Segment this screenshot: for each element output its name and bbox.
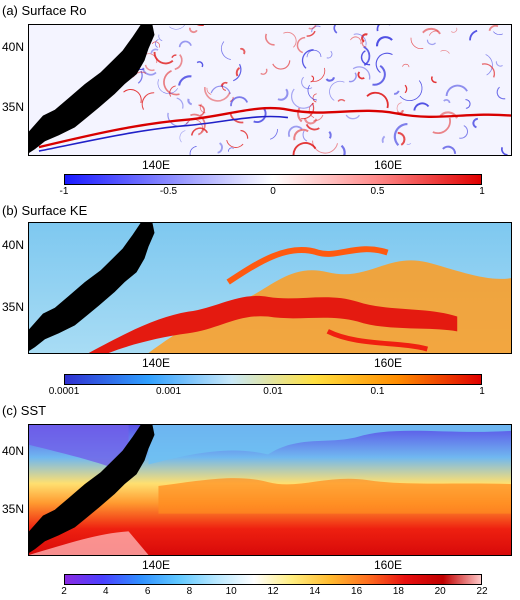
panel-c-colorbar-tick: 14 [309, 586, 321, 597]
panel-c-lat-40n: 40N [2, 444, 25, 458]
panel-a-colorbar-tick: 0 [270, 186, 276, 197]
panel-b-map [28, 222, 512, 354]
panel-b-lon-160e: 160E [374, 356, 403, 370]
panel-c-land [29, 425, 155, 554]
panel-a-map [28, 24, 512, 156]
panel-b-title: (b) Surface KE [2, 203, 88, 218]
panel-c-map [28, 424, 512, 556]
panel-c-lon-160e: 160E [374, 558, 403, 572]
panel-a-field [38, 25, 511, 155]
panel-a-colorbar-tick: 1 [479, 186, 485, 197]
panel-b-colorbar [64, 374, 482, 385]
panel-c-colorbar-tick: 10 [225, 586, 237, 597]
panel-a-lon-140e: 140E [142, 158, 171, 172]
panel-b-colorbar-tick: 1 [479, 386, 485, 397]
panel-c-colorbar-tick: 8 [186, 586, 193, 597]
panel-c-colorbar-tick: 22 [476, 586, 488, 597]
panel-a-colorbar-tick: -0.5 [159, 186, 178, 197]
panel-b-colorbar-tick: 0.001 [155, 386, 182, 397]
panel-b-lat-40n: 40N [2, 238, 25, 252]
panel-b-lon-140e: 140E [142, 356, 171, 370]
panel-b-land [29, 223, 155, 352]
panel-a-lat-40n: 40N [2, 40, 25, 54]
panel-a-land [29, 25, 155, 154]
panel-b-colorbar-tick: 0.1 [370, 386, 385, 397]
panel-c-lat-35n: 35N [2, 502, 25, 516]
panel-c-colorbar-tick: 4 [103, 586, 109, 597]
panel-c-colorbar [64, 574, 482, 585]
panel-a-colorbar-tick: 0.5 [370, 186, 385, 197]
panel-b-colorbar-tick: 0.01 [263, 386, 283, 397]
panel-b-lat-35n: 35N [2, 300, 25, 314]
panel-c-colorbar-tick: 16 [351, 586, 363, 597]
panel-a-lat-35n: 35N [2, 100, 25, 114]
panel-b-colorbar-tick: 0.0001 [48, 386, 80, 397]
panel-a-lon-160e: 160E [374, 158, 403, 172]
panel-c-colorbar-tick: 20 [434, 586, 446, 597]
panel-c-colorbar-tick: 18 [392, 586, 404, 597]
panel-c-title: (c) SST [2, 403, 47, 418]
panel-c-colorbar-tick: 2 [61, 586, 67, 597]
panel-c-colorbar-tick: 6 [144, 586, 151, 597]
panel-a-title: (a) Surface Ro [2, 3, 87, 18]
panel-a-colorbar-tick: -1 [59, 186, 69, 197]
panel-a-colorbar [64, 174, 482, 185]
panel-c-colorbar-tick: 12 [267, 586, 279, 597]
panel-c-lon-140e: 140E [142, 558, 171, 572]
